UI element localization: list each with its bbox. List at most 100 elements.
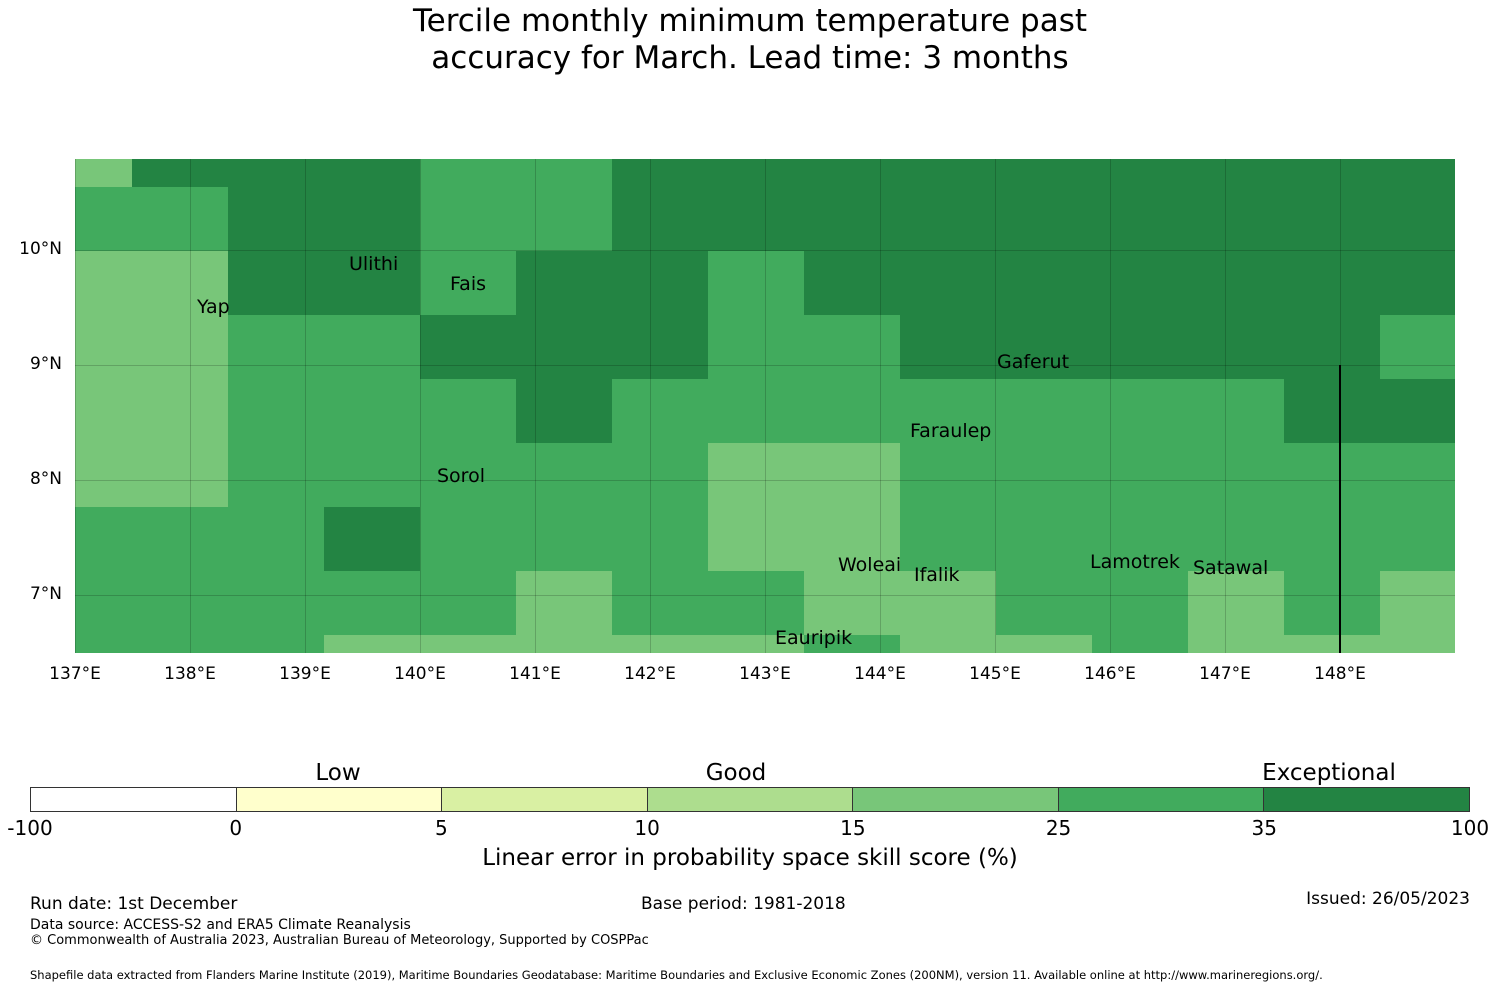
grid-cell	[1284, 159, 1380, 187]
grid-cell	[996, 159, 1092, 187]
grid-cell	[75, 187, 132, 251]
grid-cell	[228, 379, 324, 443]
grid-cell	[324, 635, 420, 653]
lon-tick-label: 145°E	[969, 664, 1021, 684]
meridian-line	[305, 159, 306, 653]
grid-cell	[132, 251, 228, 315]
grid-cell	[420, 635, 516, 653]
grid-cell	[1380, 571, 1455, 635]
grid-cell	[75, 159, 132, 187]
grid-cell	[324, 571, 420, 635]
colorbar-tick-label: 5	[435, 816, 448, 840]
grid-cell	[900, 635, 996, 653]
grid-cell	[1284, 443, 1380, 507]
lon-tick-label: 138°E	[164, 664, 216, 684]
title-line-1: Tercile monthly minimum temperature past	[412, 3, 1088, 39]
issued-date: Issued: 26/05/2023	[1306, 889, 1470, 909]
lat-tick-label: 9°N	[29, 354, 62, 374]
grid-cell	[516, 507, 612, 571]
colorbar-label: Linear error in probability space skill …	[482, 845, 1018, 871]
grid-cell	[804, 507, 900, 571]
grid-cell	[612, 251, 708, 315]
grid-cell	[1284, 507, 1380, 571]
grid-cell	[1380, 507, 1455, 571]
lon-tick-label: 148°E	[1314, 664, 1366, 684]
lat-tick-label: 8°N	[29, 469, 62, 489]
grid-cell	[1284, 635, 1380, 653]
grid-cell	[708, 315, 804, 379]
place-label: Gaferut	[997, 351, 1070, 373]
colorbar-segment	[442, 788, 648, 811]
meridian-line	[650, 159, 651, 653]
colorbar-tick-label: 0	[229, 816, 243, 840]
grid-cell	[612, 507, 708, 571]
grid-cell	[900, 159, 996, 187]
lon-tick-label: 141°E	[509, 664, 561, 684]
lon-tick-label: 137°E	[49, 664, 101, 684]
grid-cell	[1380, 187, 1455, 251]
grid-cell	[420, 187, 516, 251]
legend-category-low: Low	[315, 760, 361, 786]
base-period: Base period: 1981-2018	[641, 894, 846, 914]
lat-tick-label: 7°N	[29, 584, 62, 604]
grid-cell	[1092, 635, 1188, 653]
lon-tick-label: 147°E	[1199, 664, 1251, 684]
parallel-line	[75, 250, 1455, 251]
colorbar-tick-label: -100	[7, 816, 53, 840]
grid-cell	[708, 571, 804, 635]
grid-cell	[612, 635, 708, 653]
grid-cell	[1284, 379, 1380, 443]
grid-cell	[1188, 159, 1284, 187]
grid-cell	[228, 251, 324, 315]
grid-cell	[75, 443, 132, 507]
place-label: Woleai	[838, 554, 902, 576]
grid-cell	[900, 443, 996, 507]
grid-cell	[420, 443, 516, 507]
legend-category-exceptional: Exceptional	[1262, 760, 1396, 786]
grid-cell	[1284, 315, 1380, 379]
colorbar-segment	[1264, 788, 1470, 811]
meridian-line	[995, 159, 996, 653]
colorbar-tick-label: 10	[634, 816, 660, 840]
grid-cell	[228, 159, 324, 187]
copyright: © Commonwealth of Australia 2023, Austra…	[30, 933, 649, 948]
grid-cell	[324, 251, 420, 315]
colorbar-tick-label: 25	[1045, 816, 1072, 840]
colorbar-tick-label: 15	[840, 816, 866, 840]
meridian-line	[190, 159, 191, 653]
grid-cell	[708, 635, 804, 653]
grid-cell	[324, 507, 420, 571]
grid-cell	[996, 379, 1092, 443]
grid-cell	[420, 571, 516, 635]
grid-cell	[132, 187, 228, 251]
grid-cell	[132, 379, 228, 443]
skill-map	[75, 159, 1455, 653]
grid-cell	[1092, 379, 1188, 443]
grid-cell	[420, 251, 516, 315]
grid-cell	[1092, 443, 1188, 507]
grid-cell	[1188, 507, 1284, 571]
grid-cell	[1380, 379, 1455, 443]
grid-cell	[804, 315, 900, 379]
grid-cell	[804, 187, 900, 251]
shapefile-credit: Shapefile data extracted from Flanders M…	[30, 968, 1323, 982]
boundary-line	[1339, 365, 1341, 653]
grid-cell	[1284, 571, 1380, 635]
grid-cell	[804, 635, 900, 653]
grid-cell	[324, 315, 420, 379]
grid-cell	[612, 379, 708, 443]
title-line-2: accuracy for March. Lead time: 3 months	[431, 40, 1069, 76]
lon-tick-label: 139°E	[279, 664, 331, 684]
grid-cell	[708, 159, 804, 187]
grid-cell	[1092, 159, 1188, 187]
grid-cell	[420, 379, 516, 443]
grid-cell	[516, 251, 612, 315]
colorbar-segment	[31, 788, 237, 811]
colorbar-segment	[853, 788, 1059, 811]
grid-cell	[900, 571, 996, 635]
grid-cell	[804, 571, 900, 635]
grid-cell	[1188, 635, 1284, 653]
grid-cell	[516, 571, 612, 635]
grid-cell	[1188, 187, 1284, 251]
colorbar-segment	[647, 788, 854, 811]
